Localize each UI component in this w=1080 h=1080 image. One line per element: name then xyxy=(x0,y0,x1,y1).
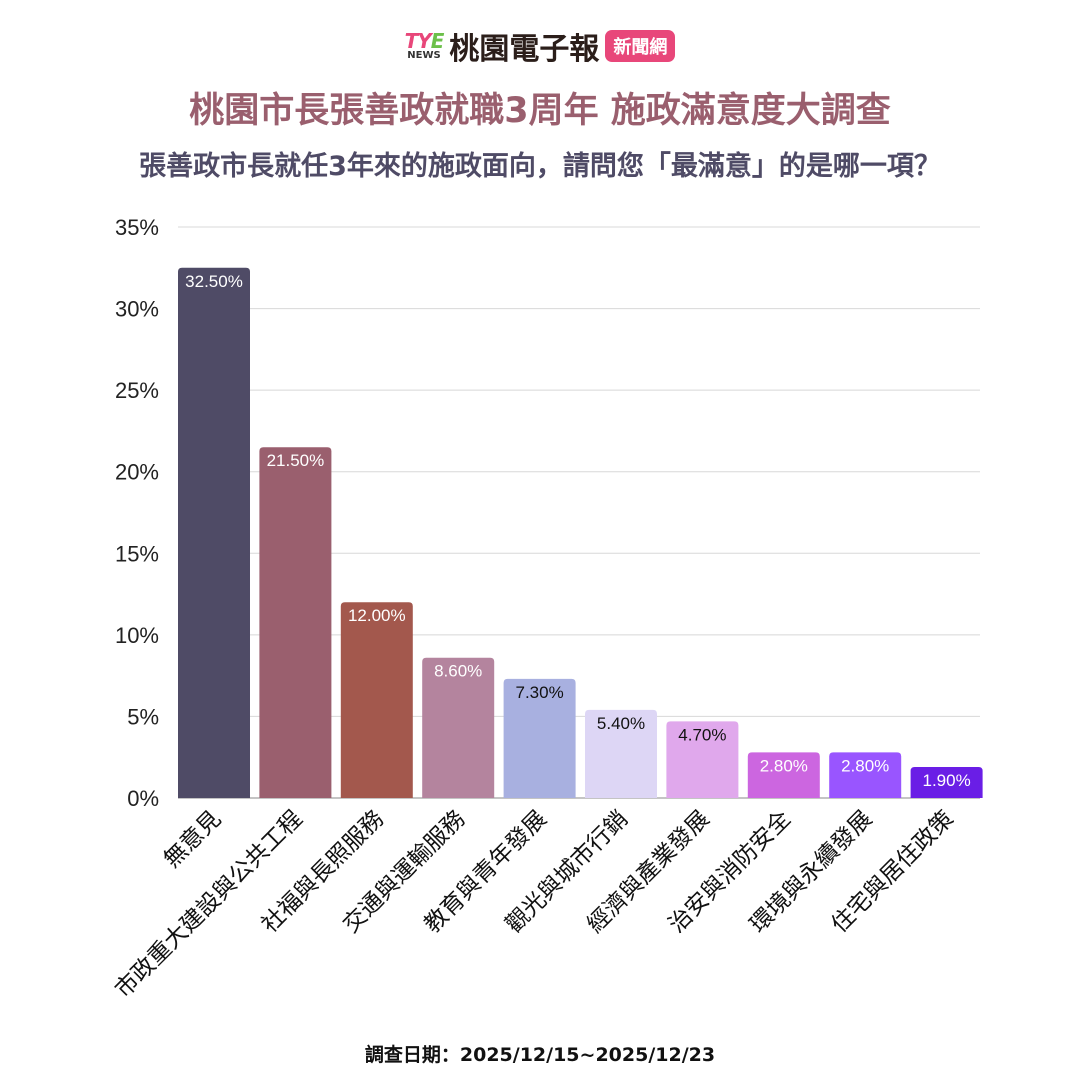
bar xyxy=(178,267,250,798)
y-tick-label: 15% xyxy=(115,541,159,566)
data-label: 2.80% xyxy=(841,756,889,775)
tye-news-logo: TYE NEWS xyxy=(404,29,445,61)
data-label: 7.30% xyxy=(515,683,563,702)
y-tick-label: 25% xyxy=(115,378,159,403)
bar xyxy=(829,752,902,798)
survey-date: 調查日期：2025/12/15~2025/12/23 xyxy=(364,1044,716,1066)
brand-badge: 新聞網 xyxy=(605,30,676,62)
data-label: 5.40% xyxy=(597,714,645,733)
data-label: 2.80% xyxy=(760,756,808,775)
data-label: 21.50% xyxy=(267,451,325,470)
y-tick-label: 10% xyxy=(115,623,159,648)
bar xyxy=(422,657,495,798)
y-tick-label: 30% xyxy=(115,297,159,322)
data-label: 4.70% xyxy=(678,725,726,744)
y-tick-label: 0% xyxy=(127,786,159,811)
logo: TYE NEWS 桃園電子報 新聞網 xyxy=(0,24,1080,68)
y-tick-label: 20% xyxy=(115,460,159,485)
y-tick-label: 5% xyxy=(127,704,159,729)
bar xyxy=(910,767,983,798)
bar xyxy=(340,602,413,798)
data-label: 32.50% xyxy=(185,272,243,291)
data-label: 1.90% xyxy=(922,771,970,790)
x-tick-label: 無意見 xyxy=(159,806,226,873)
chart-subtitle: 張善政市長就任3年來的施政面向，請問您「最滿意」的是哪一項？ xyxy=(139,151,941,182)
bar xyxy=(503,678,576,798)
data-label: 12.00% xyxy=(348,606,406,625)
brand-name: 桃園電子報 xyxy=(449,32,600,67)
bar xyxy=(259,447,332,798)
y-tick-label: 35% xyxy=(115,215,159,240)
bar xyxy=(666,721,739,798)
bar xyxy=(747,752,820,798)
bar xyxy=(585,709,657,798)
data-label: 8.60% xyxy=(434,662,482,681)
chart-title: 桃園市長張善政就職3周年 施政滿意度大調查 xyxy=(189,91,891,131)
